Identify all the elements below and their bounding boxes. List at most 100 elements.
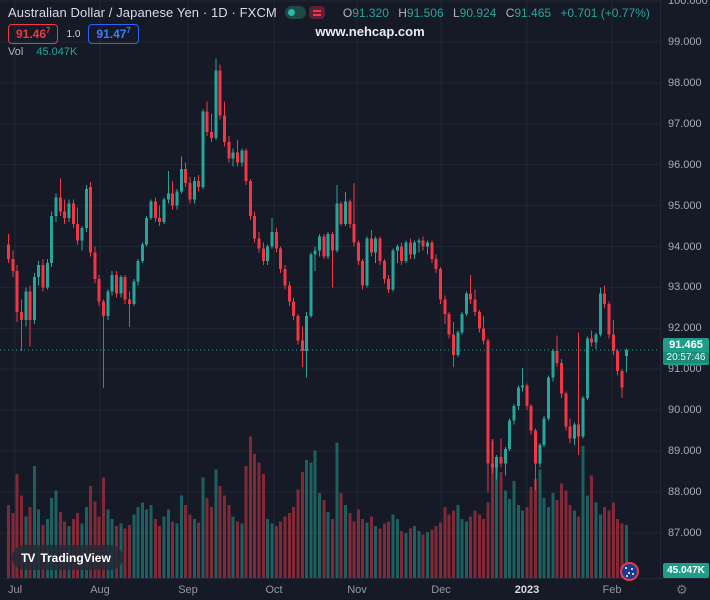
volume-bar bbox=[106, 509, 110, 578]
gear-icon[interactable]: ⚙ bbox=[676, 582, 688, 597]
candlestick bbox=[287, 285, 291, 302]
volume-bar bbox=[140, 502, 144, 578]
candlestick bbox=[76, 224, 80, 241]
candlestick bbox=[490, 463, 494, 468]
australia-flag-icon bbox=[620, 562, 639, 581]
candlestick bbox=[136, 260, 140, 282]
high-value: 91.506 bbox=[406, 5, 444, 20]
price-axis-label: 88.000 bbox=[668, 485, 702, 498]
toggle-on-icon[interactable] bbox=[284, 6, 306, 19]
volume-bar bbox=[443, 507, 447, 578]
volume-bar bbox=[559, 483, 563, 578]
volume-bar bbox=[521, 510, 525, 578]
price-axis[interactable]: 91.465 20:57:46 45.047K 100.000 99.000 98.… bbox=[660, 0, 710, 578]
candlestick bbox=[257, 238, 261, 249]
volume-bar bbox=[201, 477, 205, 578]
volume-bar bbox=[339, 493, 343, 578]
volume-bar bbox=[577, 516, 581, 578]
candlestick bbox=[253, 215, 257, 239]
candlestick bbox=[175, 191, 179, 206]
candlestick bbox=[421, 240, 425, 247]
candlestick-chart-canvas[interactable] bbox=[0, 0, 660, 578]
candlestick bbox=[309, 254, 313, 317]
volume-bar bbox=[158, 526, 162, 578]
volume-bar bbox=[469, 516, 473, 578]
candlestick bbox=[568, 426, 572, 439]
candlestick bbox=[594, 334, 598, 343]
volume-bar bbox=[162, 516, 166, 578]
volume-bar bbox=[188, 514, 192, 578]
volume-bar bbox=[153, 519, 157, 578]
candlestick bbox=[581, 397, 585, 437]
buy-ask-button[interactable]: 91.477 bbox=[88, 24, 139, 44]
volume-bar bbox=[547, 507, 550, 578]
candlestick bbox=[482, 328, 486, 341]
candlestick bbox=[443, 299, 447, 314]
volume-bar bbox=[175, 523, 179, 578]
candlestick bbox=[24, 291, 28, 321]
candlestick bbox=[110, 275, 114, 292]
volume-bar bbox=[348, 513, 352, 578]
volume-bar bbox=[464, 521, 468, 578]
price-axis-label: 95.000 bbox=[668, 199, 702, 212]
volume-bar bbox=[542, 497, 546, 578]
vol-value: 45.047K bbox=[36, 46, 78, 58]
candlestick bbox=[326, 234, 330, 257]
tradingview-logo[interactable]: TV TradingView bbox=[12, 545, 123, 570]
candlestick bbox=[365, 238, 369, 286]
volume-bar bbox=[572, 510, 576, 578]
volume-bar bbox=[227, 504, 231, 578]
candlestick bbox=[19, 311, 23, 321]
candlestick bbox=[495, 457, 499, 468]
watermark-text: www.nehcap.com bbox=[315, 24, 425, 39]
close-value: 91.465 bbox=[514, 5, 552, 20]
time-axis[interactable]: ⚙ Jul Aug Sep Oct Nov Dec 2023 Feb bbox=[0, 578, 710, 600]
price-axis-label: 89.000 bbox=[668, 445, 702, 457]
menu-lines-icon[interactable] bbox=[308, 6, 325, 19]
candlestick bbox=[223, 115, 226, 143]
candlestick bbox=[529, 406, 533, 431]
volume-bar bbox=[19, 495, 23, 578]
volume-bar bbox=[361, 519, 365, 578]
volume-bar bbox=[261, 474, 265, 578]
candlestick bbox=[426, 242, 430, 247]
candlestick bbox=[283, 268, 287, 286]
volume-bar bbox=[266, 519, 270, 578]
current-volume-label: 45.047K bbox=[663, 563, 709, 578]
volume-bar bbox=[136, 507, 140, 578]
symbol-title[interactable]: Australian Dollar / Japanese Yen · 1D · … bbox=[8, 5, 277, 20]
candlestick bbox=[50, 215, 54, 263]
candlestick bbox=[145, 217, 149, 245]
volume-bar bbox=[490, 438, 494, 578]
bar-countdown: 20:57:46 bbox=[663, 352, 709, 364]
volume-bar bbox=[296, 489, 300, 578]
candlestick bbox=[477, 311, 481, 329]
candlestick bbox=[214, 70, 218, 139]
ohlc-readout: O91.320 H91.506 L90.924 C91.465 +0.701 (… bbox=[337, 6, 650, 20]
volume-bar bbox=[28, 507, 32, 578]
price-axis-label: 90.000 bbox=[668, 404, 702, 417]
volume-bar bbox=[123, 528, 127, 578]
sell-bid-button[interactable]: 91.467 bbox=[8, 24, 59, 44]
time-axis-label: Dec bbox=[431, 584, 451, 596]
volume-bar bbox=[335, 442, 339, 578]
volume-bar bbox=[248, 436, 252, 578]
candlestick bbox=[611, 334, 615, 351]
volume-bar bbox=[417, 530, 421, 578]
candlestick bbox=[469, 293, 473, 300]
price-axis-label: 87.000 bbox=[668, 526, 702, 539]
volume-bar bbox=[223, 495, 226, 578]
volume-bar bbox=[404, 533, 408, 578]
candlestick bbox=[71, 203, 75, 225]
volume-bar bbox=[473, 510, 477, 578]
volume-bar bbox=[171, 521, 175, 578]
volume-bar bbox=[356, 509, 360, 578]
candlestick bbox=[624, 350, 628, 357]
time-axis-label: Sep bbox=[178, 584, 198, 596]
candlestick bbox=[551, 350, 555, 378]
candlestick bbox=[382, 260, 386, 280]
candlestick bbox=[274, 232, 278, 249]
volume-bar bbox=[598, 514, 602, 578]
candlestick bbox=[464, 293, 468, 314]
